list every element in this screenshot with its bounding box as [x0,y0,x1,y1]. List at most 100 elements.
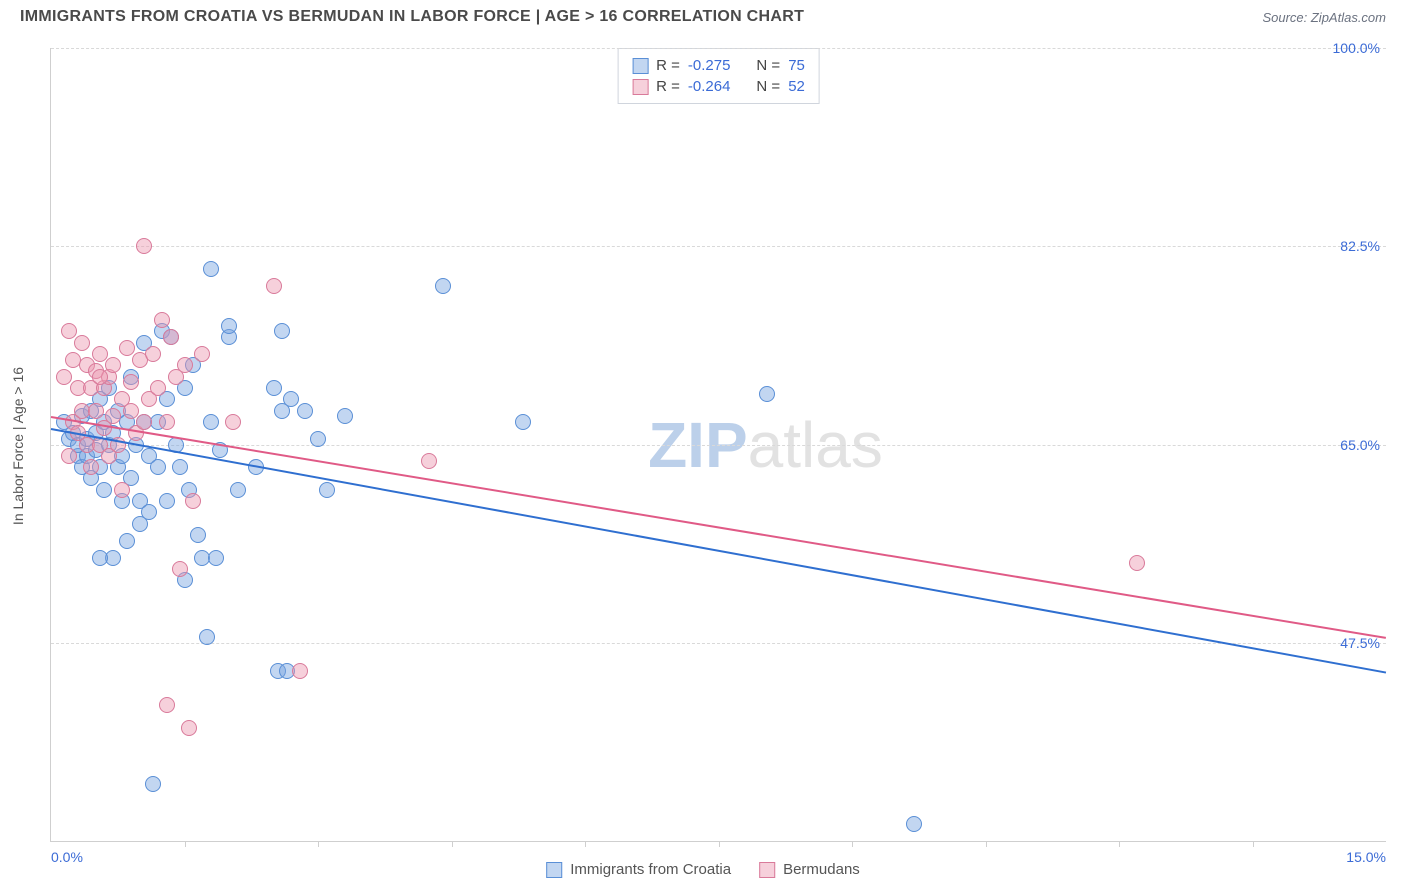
stats-row: R = -0.264 N = 52 [632,76,805,97]
scatter-point [136,238,152,254]
r-value: -0.275 [688,57,731,74]
x-tick-mark [986,841,987,847]
scatter-point [150,459,166,475]
legend-swatch [546,862,562,878]
scatter-point [274,323,290,339]
scatter-point [435,278,451,294]
scatter-point [92,346,108,362]
gridline-horizontal [51,48,1386,49]
scatter-point [172,459,188,475]
y-tick-label: 100.0% [1333,40,1380,56]
x-tick-mark [1253,841,1254,847]
scatter-point [759,386,775,402]
scatter-point [74,335,90,351]
scatter-point [266,278,282,294]
r-label: R = [656,78,680,95]
scatter-point [159,414,175,430]
legend-swatch [632,58,648,74]
x-tick-label: 0.0% [51,849,83,865]
scatter-point [185,493,201,509]
scatter-point [515,414,531,430]
scatter-point [310,431,326,447]
source-name: ZipAtlas.com [1311,10,1386,25]
scatter-point [83,459,99,475]
scatter-point [56,369,72,385]
scatter-point [181,720,197,736]
r-value: -0.264 [688,78,731,95]
scatter-point [141,504,157,520]
correlation-stats-box: R = -0.275 N = 75 R = -0.264 N = 52 [617,48,820,104]
scatter-point [203,261,219,277]
chart-header: IMMIGRANTS FROM CROATIA VS BERMUDAN IN L… [0,0,1406,40]
scatter-chart: ZIPatlas R =-0.275N =75R =-0.264N =52 47… [50,48,1386,842]
stats-row: R = -0.275 N = 75 [632,55,805,76]
scatter-point [61,448,77,464]
legend-item: Immigrants from Croatia [546,861,731,878]
n-value: 75 [788,57,805,74]
scatter-point [172,561,188,577]
scatter-point [266,380,282,396]
x-tick-mark [452,841,453,847]
gridline-horizontal [51,246,1386,247]
scatter-point [123,403,139,419]
scatter-point [1129,555,1145,571]
scatter-point [92,369,108,385]
scatter-point [119,533,135,549]
source-attribution: Source: ZipAtlas.com [1262,10,1386,25]
legend-swatch [759,862,775,878]
x-tick-mark [585,841,586,847]
scatter-point [150,380,166,396]
scatter-point [145,776,161,792]
scatter-point [208,550,224,566]
scatter-point [88,403,104,419]
chart-legend: Immigrants from Croatia Bermudans [546,861,860,878]
scatter-point [105,357,121,373]
source-prefix: Source: [1262,10,1310,25]
r-label: R = [656,57,680,74]
scatter-point [114,482,130,498]
y-tick-label: 65.0% [1340,437,1380,453]
scatter-point [230,482,246,498]
chart-title: IMMIGRANTS FROM CROATIA VS BERMUDAN IN L… [20,8,804,26]
scatter-point [61,323,77,339]
scatter-point [194,346,210,362]
x-tick-mark [719,841,720,847]
scatter-point [163,329,179,345]
scatter-point [92,550,108,566]
scatter-point [221,318,237,334]
n-label: N = [756,78,780,95]
scatter-point [421,453,437,469]
scatter-point [203,414,219,430]
scatter-point [319,482,335,498]
scatter-point [136,414,152,430]
x-tick-mark [318,841,319,847]
scatter-point [145,346,161,362]
scatter-point [906,816,922,832]
n-label: N = [756,57,780,74]
gridline-horizontal [51,445,1386,446]
scatter-point [283,391,299,407]
legend-label: Immigrants from Croatia [570,861,731,878]
trend-line [51,428,1386,674]
x-tick-mark [1119,841,1120,847]
scatter-point [154,312,170,328]
legend-item: Bermudans [759,861,860,878]
scatter-point [105,408,121,424]
y-tick-label: 47.5% [1340,635,1380,651]
scatter-point [159,493,175,509]
x-tick-label: 15.0% [1346,849,1386,865]
scatter-point [96,482,112,498]
legend-label: Bermudans [783,861,860,878]
scatter-point [119,340,135,356]
n-value: 52 [788,78,805,95]
scatter-point [123,374,139,390]
gridline-horizontal [51,643,1386,644]
scatter-point [225,414,241,430]
trend-line [51,416,1386,639]
x-tick-mark [185,841,186,847]
y-axis-label: In Labor Force | Age > 16 [10,367,26,525]
scatter-point [159,697,175,713]
legend-swatch [632,79,648,95]
scatter-point [297,403,313,419]
scatter-point [190,527,206,543]
